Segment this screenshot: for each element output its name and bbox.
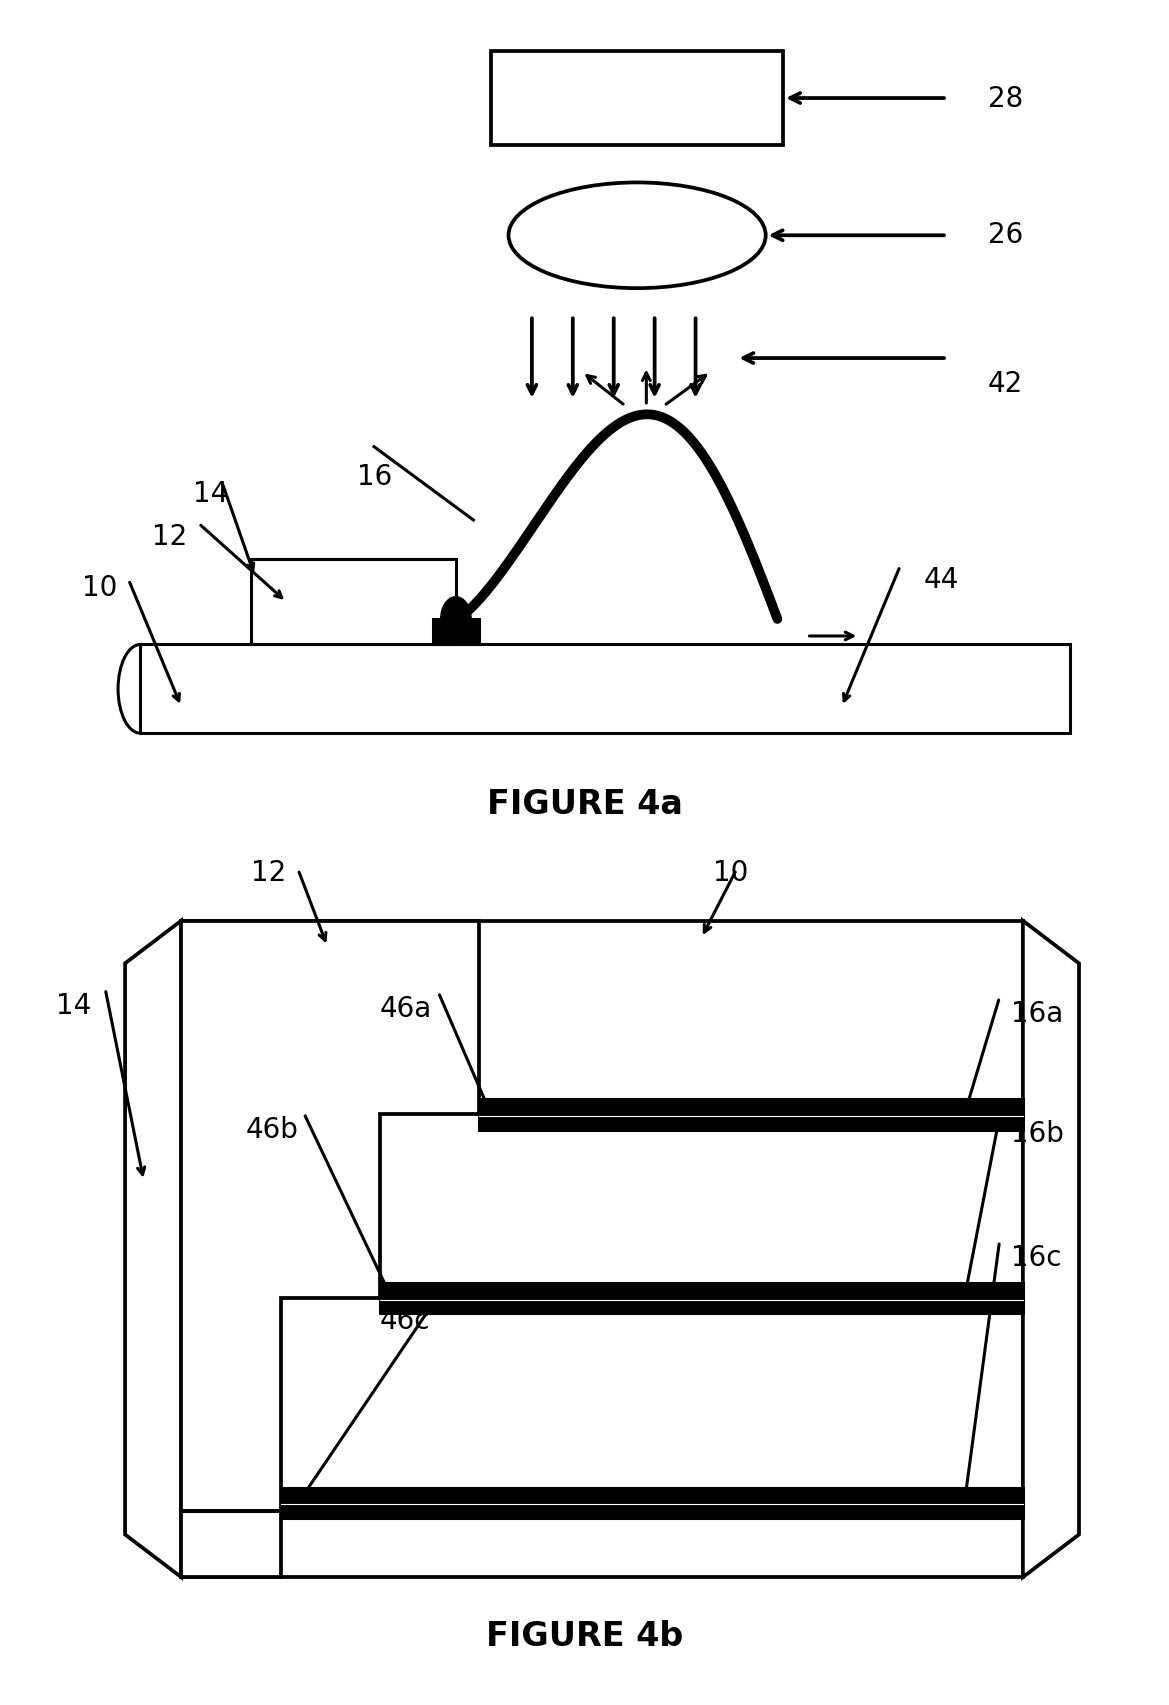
Bar [251,559,456,644]
Bar [479,1100,1023,1130]
Text: 26: 26 [988,222,1023,249]
Text: 16b: 16b [1011,1120,1064,1147]
Text: 14: 14 [56,992,91,1020]
Text: 46b: 46b [245,1117,298,1144]
Bar [140,644,1070,733]
Bar [433,619,479,644]
Text: 16c: 16c [1011,1245,1061,1272]
Polygon shape [125,921,181,1577]
Ellipse shape [509,182,766,288]
Text: 44: 44 [924,566,959,593]
Text: 14: 14 [193,481,228,508]
Bar [181,921,1023,1577]
Text: 12: 12 [251,859,286,887]
Text: 46c: 46c [380,1308,430,1335]
Text: 16: 16 [357,464,392,491]
Bar [380,1282,1023,1313]
Text: 28: 28 [988,85,1023,113]
Text: FIGURE 4b: FIGURE 4b [486,1620,683,1654]
Bar [181,1511,281,1577]
Text: 10: 10 [713,859,748,887]
Polygon shape [181,921,479,1511]
Text: 16a: 16a [1011,1001,1064,1028]
Text: FIGURE 4a: FIGURE 4a [486,788,683,822]
Bar [281,1487,1023,1517]
Polygon shape [1023,921,1079,1577]
Text: 42: 42 [988,370,1023,397]
Bar [491,51,783,145]
Text: 46a: 46a [380,996,433,1023]
Text: 12: 12 [152,523,187,551]
Text: 10: 10 [82,575,117,602]
Circle shape [441,597,471,641]
